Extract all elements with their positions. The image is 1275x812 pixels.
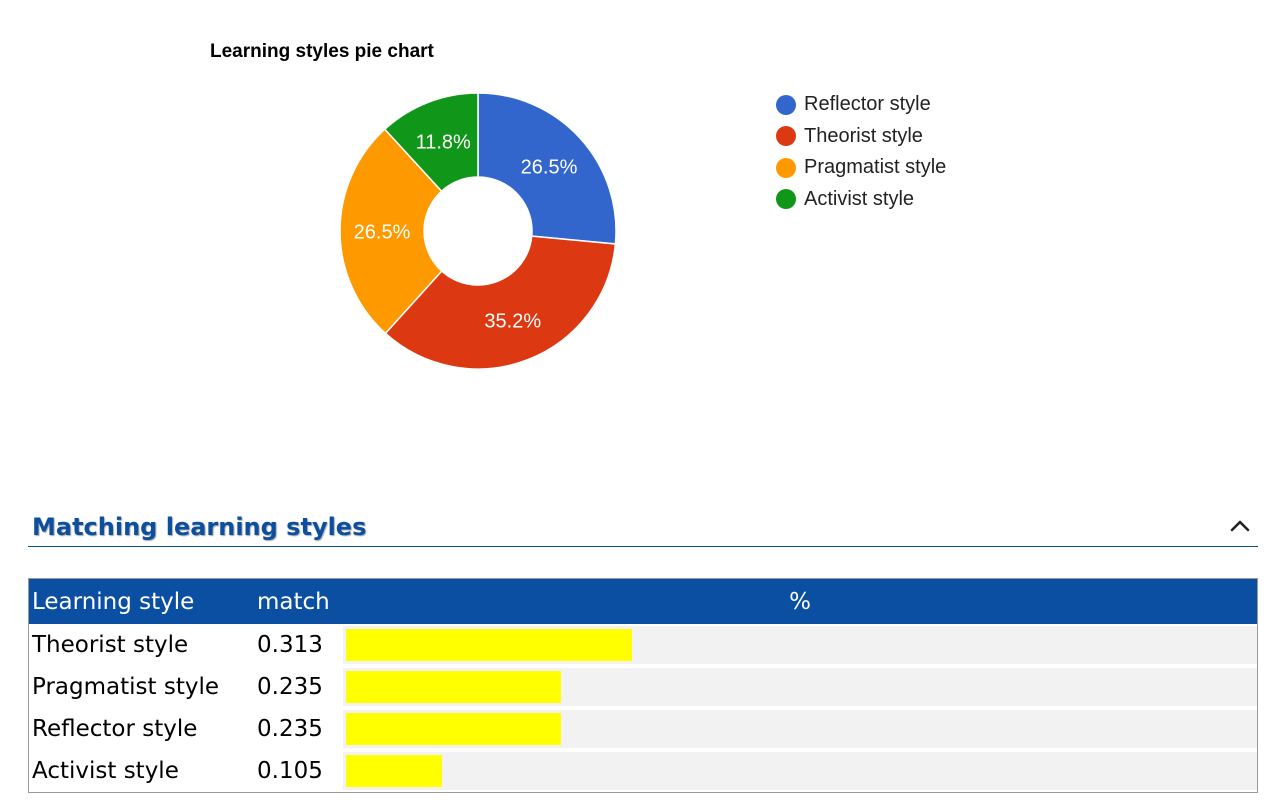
table-row: Pragmatist style 0.235 — [29, 666, 1257, 708]
table-header: Learning style match % — [29, 579, 1257, 624]
match-bar — [346, 755, 442, 787]
match-bar — [346, 629, 633, 661]
slice-label: 26.5% — [354, 221, 411, 243]
table-row: Activist style 0.105 — [29, 750, 1257, 792]
legend-item[interactable]: Theorist style — [776, 121, 946, 153]
legend-item[interactable]: Reflector style — [776, 89, 946, 121]
legend-swatch — [776, 126, 796, 147]
legend-item[interactable]: Pragmatist style — [776, 152, 946, 184]
row-learning-style: Pragmatist style — [32, 674, 219, 700]
row-match-value: 0.105 — [257, 758, 323, 784]
pie-slice-theorist-style[interactable] — [384, 235, 617, 370]
legend-swatch — [776, 157, 796, 178]
pie-slice-activist-style[interactable] — [383, 92, 479, 193]
legend-item[interactable]: Activist style — [776, 184, 946, 216]
row-match-value: 0.313 — [257, 632, 323, 658]
section-header: Matching learning styles — [28, 510, 1258, 547]
chart-title: Learning styles pie chart — [210, 41, 434, 62]
chart-legend: Reflector style Theorist style Pragmatist … — [776, 89, 946, 215]
legend-swatch — [776, 94, 796, 115]
match-bar-track — [343, 668, 1257, 706]
match-bar-track — [343, 752, 1257, 790]
match-bar-track — [343, 626, 1257, 664]
slice-label: 35.2% — [484, 310, 541, 332]
match-bar — [346, 713, 561, 745]
row-learning-style: Reflector style — [32, 716, 198, 742]
header-learning-style: Learning style — [32, 588, 195, 615]
match-bar-track — [343, 710, 1257, 748]
table-row: Theorist style 0.313 — [29, 624, 1257, 666]
row-learning-style: Theorist style — [32, 632, 189, 658]
header-percent: % — [789, 588, 811, 615]
legend-label: Pragmatist style — [804, 156, 947, 179]
slice-label: 26.5% — [521, 156, 578, 178]
pie-slice-reflector-style[interactable] — [477, 92, 617, 245]
table-row: Reflector style 0.235 — [29, 708, 1257, 750]
chevron-up-icon[interactable] — [1228, 514, 1252, 538]
pie-chart: 26.5% 35.2% 26.5% 11.8% — [339, 92, 617, 370]
row-match-value: 0.235 — [257, 674, 323, 700]
row-match-value: 0.235 — [257, 716, 323, 742]
legend-label: Theorist style — [804, 124, 923, 147]
slice-label: 11.8% — [416, 132, 471, 154]
table-body: Theorist style 0.313 Pragmatist style 0.235… — [29, 624, 1257, 792]
learning-styles-table: Learning style match % Theorist style 0.3… — [28, 578, 1258, 793]
pie-slice-pragmatist-style[interactable] — [339, 128, 443, 335]
row-learning-style: Activist style — [32, 758, 179, 784]
match-bar — [346, 671, 561, 703]
legend-swatch — [776, 189, 796, 210]
section-title: Matching learning styles — [32, 513, 367, 541]
legend-label: Activist style — [804, 187, 915, 210]
header-match: match — [257, 588, 330, 615]
legend-label: Reflector style — [804, 93, 931, 116]
